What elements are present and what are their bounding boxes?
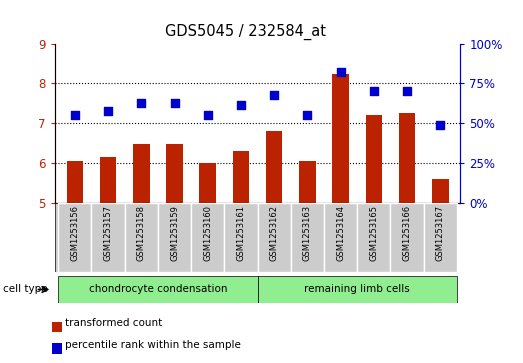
Bar xyxy=(324,203,357,272)
Text: GSM1253159: GSM1253159 xyxy=(170,205,179,261)
Text: GSM1253157: GSM1253157 xyxy=(104,205,112,261)
Text: cell type: cell type xyxy=(3,285,47,294)
Point xyxy=(170,101,179,106)
Text: GSM1253161: GSM1253161 xyxy=(236,205,245,261)
Text: GSM1253164: GSM1253164 xyxy=(336,205,345,261)
Point xyxy=(336,69,345,74)
Point xyxy=(403,88,411,94)
Bar xyxy=(92,203,124,272)
Bar xyxy=(66,161,83,203)
Bar xyxy=(199,163,216,203)
Bar xyxy=(391,203,424,272)
Bar xyxy=(424,203,457,272)
Text: GSM1253160: GSM1253160 xyxy=(203,205,212,261)
Bar xyxy=(224,203,257,272)
Text: GSM1253158: GSM1253158 xyxy=(137,205,146,261)
Point xyxy=(370,88,378,94)
Bar xyxy=(258,276,457,303)
Bar xyxy=(366,115,382,203)
Point xyxy=(137,101,145,106)
Point xyxy=(203,113,212,118)
Bar xyxy=(166,144,183,203)
Text: transformed count: transformed count xyxy=(65,318,163,328)
Text: GSM1253166: GSM1253166 xyxy=(403,205,412,261)
Point xyxy=(436,122,445,128)
Text: GSM1253165: GSM1253165 xyxy=(369,205,378,261)
Text: GDS5045 / 232584_at: GDS5045 / 232584_at xyxy=(165,24,326,40)
Bar xyxy=(100,158,117,203)
Bar xyxy=(332,73,349,203)
Text: percentile rank within the sample: percentile rank within the sample xyxy=(65,340,241,350)
Bar xyxy=(158,203,191,272)
Bar xyxy=(233,151,249,203)
Bar xyxy=(191,203,224,272)
Bar xyxy=(399,113,415,203)
Text: remaining limb cells: remaining limb cells xyxy=(304,285,410,294)
Bar xyxy=(124,203,158,272)
Text: GSM1253162: GSM1253162 xyxy=(270,205,279,261)
Bar xyxy=(291,203,324,272)
Bar xyxy=(58,276,257,303)
Bar xyxy=(299,161,316,203)
Point xyxy=(303,112,312,118)
Bar xyxy=(258,203,291,272)
Text: GSM1253167: GSM1253167 xyxy=(436,205,445,261)
Text: GSM1253163: GSM1253163 xyxy=(303,205,312,261)
Bar xyxy=(133,144,150,203)
Point xyxy=(270,93,278,98)
Text: chondrocyte condensation: chondrocyte condensation xyxy=(89,285,227,294)
Bar xyxy=(432,179,449,203)
Bar xyxy=(357,203,391,272)
Point xyxy=(237,102,245,108)
Text: GSM1253156: GSM1253156 xyxy=(71,205,79,261)
Point xyxy=(71,113,79,118)
Bar xyxy=(58,203,92,272)
Bar xyxy=(266,131,282,203)
Point xyxy=(104,109,112,114)
